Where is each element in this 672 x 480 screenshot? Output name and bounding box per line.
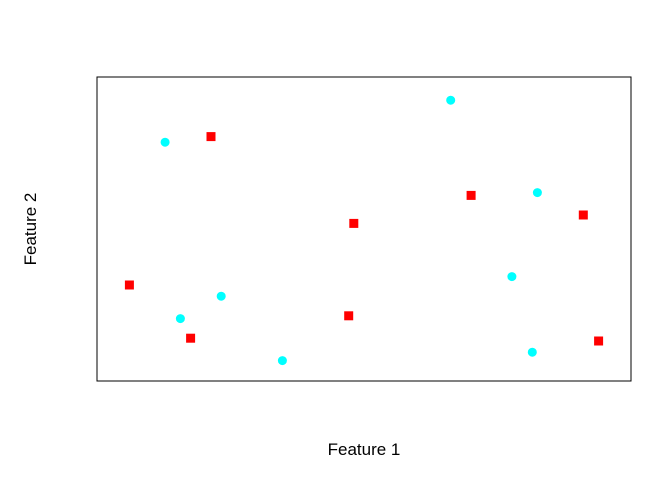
y-axis-title: Feature 2 <box>21 193 40 266</box>
cyan-circle-point-7 <box>507 272 517 282</box>
red-square-point-4 <box>349 218 359 228</box>
plot-frame <box>96 76 632 382</box>
red-square-point-2 <box>206 132 216 142</box>
cyan-circle-point-5 <box>446 95 456 105</box>
red-square-point-6 <box>466 190 476 200</box>
red-square-point-8 <box>594 336 604 346</box>
points-layer <box>124 95 604 366</box>
cyan-circle-point-1 <box>160 137 170 147</box>
cyan-circle-point-4 <box>277 356 287 366</box>
x-axis-title: Feature 1 <box>328 440 401 459</box>
cyan-circle-point-6 <box>532 188 542 198</box>
red-square-point-3 <box>186 333 196 343</box>
red-square-point-5 <box>344 311 354 321</box>
cyan-circle-point-2 <box>175 314 185 324</box>
red-square-point-7 <box>578 210 588 220</box>
red-square-point-1 <box>124 280 134 290</box>
cyan-circle-point-8 <box>527 347 537 357</box>
cyan-circle-point-3 <box>216 291 226 301</box>
